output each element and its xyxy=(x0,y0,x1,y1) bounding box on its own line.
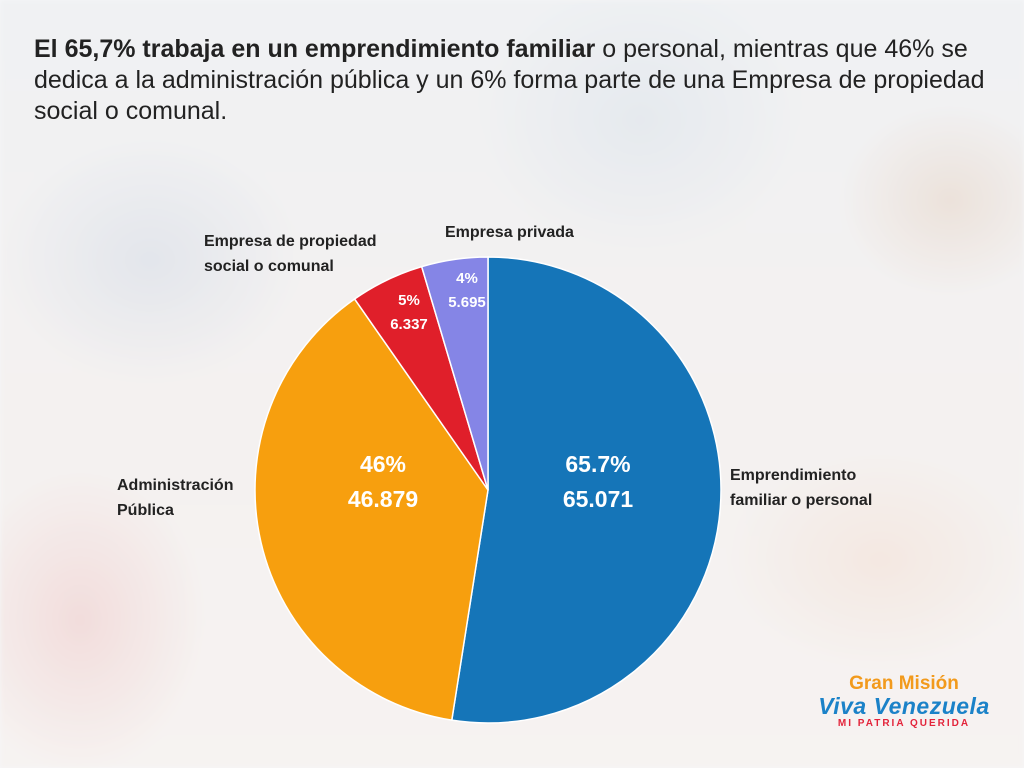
category-label-1-line-1: Pública xyxy=(117,502,174,519)
category-label-0-line-0: Emprendimiento xyxy=(730,467,856,484)
slice-percent-label-1: 46% xyxy=(360,451,406,477)
slice-percent-label-0: 65.7% xyxy=(565,451,630,477)
gran-mision-logo: Gran Misión Viva Venezuela MI PATRIA QUE… xyxy=(812,674,996,730)
slice-percent-label-2: 5% xyxy=(398,292,420,309)
slice-count-label-0: 65.071 xyxy=(563,486,634,512)
logo-line-2: Viva Venezuela xyxy=(818,693,990,719)
headline: El 65,7% trabaja en un emprendimiento fa… xyxy=(34,34,1004,127)
slice-count-label-3: 5.695 xyxy=(448,294,486,311)
pie-slice-3 xyxy=(420,256,489,491)
slice-count-label-1: 46.879 xyxy=(348,486,418,512)
category-label-2-line-1: social o comunal xyxy=(204,258,334,275)
pie-slice-0 xyxy=(450,256,722,724)
category-label-1-line-0: Administración xyxy=(117,477,233,494)
category-label-3-line-0: Empresa privada xyxy=(445,224,574,241)
logo-line-1: Gran Misión xyxy=(849,673,959,694)
logo-line-3: MI PATRIA QUERIDA xyxy=(837,718,971,729)
slice-count-label-2: 6.337 xyxy=(390,316,428,333)
category-label-0-line-1: familiar o personal xyxy=(730,492,872,509)
headline-bold: El 65,7% trabaja en un emprendimiento fa… xyxy=(34,35,596,63)
pie-slice-1 xyxy=(254,297,489,722)
category-label-2-line-0: Empresa de propiedad xyxy=(204,233,377,250)
headline-rest: o personal, mientras que 46% se dedica a… xyxy=(34,35,985,125)
slice-percent-label-3: 4% xyxy=(456,270,478,287)
